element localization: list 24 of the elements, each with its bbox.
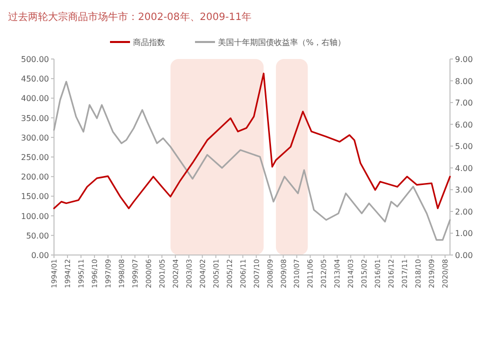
y-tick-label: 400.00 [21,94,49,104]
y2-tick-label: 8.00 [455,76,473,86]
y-tick-label: 450.00 [21,74,49,84]
y-tick-label: 300.00 [21,133,49,142]
y-tick-label: 100.00 [21,212,49,221]
y2-tick-label: 1.00 [455,229,473,238]
y-tick-label: 250.00 [21,153,49,162]
y2-tick-label: 9.00 [455,55,473,64]
y-tick-label: 350.00 [21,114,49,123]
legend-label: 商品指数 [133,38,165,47]
title: 过去两轮大宗商品市场牛市：2002-08年、2009-11年 [8,12,252,23]
y-tick-label: 500.00 [21,55,49,64]
y2-tick-label: 7.00 [455,98,473,108]
y-tick-label: 50.00 [26,231,49,240]
y-tick-label: 200.00 [21,172,49,182]
y2-tick-label: 6.00 [455,120,473,130]
y2-tick-label: 0.00 [455,251,473,260]
y-tick-label: 150.00 [21,192,49,202]
y2-tick-label: 5.00 [455,142,473,152]
y2-tick-label: 4.00 [455,164,473,173]
legend-label: 美国十年期国债收益率（%，右轴） [218,38,346,47]
y2-tick-label: 2.00 [455,207,473,216]
y-tick-label: 0.00 [31,251,49,260]
y2-tick-label: 3.00 [455,186,473,195]
